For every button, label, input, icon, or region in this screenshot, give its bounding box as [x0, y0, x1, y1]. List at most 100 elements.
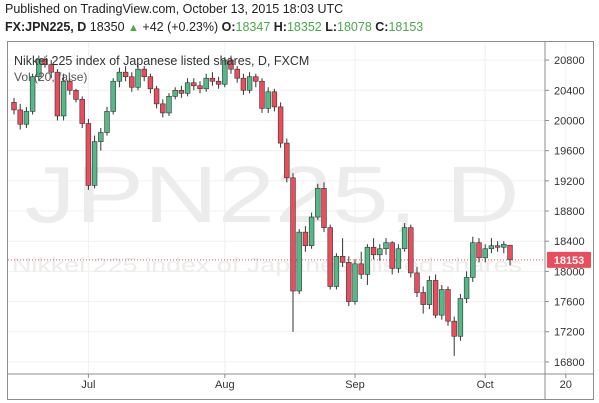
candle-body [116, 71, 123, 82]
candle-body [79, 99, 85, 124]
x-tick-label: Oct [477, 379, 494, 391]
candle-body [488, 245, 495, 250]
candle-body [104, 111, 110, 133]
candle [271, 88, 278, 112]
candle-body [67, 80, 73, 91]
candle-body [333, 255, 340, 287]
y-tick-label: 18800 [554, 206, 585, 218]
watermark-small: Nikkei 225 index of Japanese listed shar… [12, 255, 522, 277]
candle [358, 251, 364, 279]
candle-body [166, 96, 172, 114]
candle [228, 55, 234, 74]
candle-body [389, 242, 395, 269]
candle-body [420, 292, 426, 305]
candle-body [271, 91, 278, 108]
candle [265, 87, 271, 113]
candle-body [209, 77, 216, 82]
candle [346, 256, 352, 307]
close-value: 18153 [388, 20, 424, 34]
close-label: C: [375, 20, 389, 34]
candle-body [110, 80, 116, 112]
candle-body [222, 59, 228, 85]
candle-body [339, 255, 346, 263]
candle-body [457, 298, 464, 337]
candle [333, 253, 340, 290]
candle [476, 238, 482, 263]
candle [116, 67, 123, 88]
candle [377, 244, 383, 261]
candle-body [240, 77, 247, 91]
candle-body [414, 272, 420, 293]
candle-body [302, 231, 309, 247]
candle-body [17, 109, 23, 125]
candle [457, 294, 464, 341]
candle-body [98, 132, 104, 142]
candle-body [129, 76, 135, 88]
candle [141, 66, 147, 82]
candle [463, 271, 470, 304]
last-price: 18350 [89, 20, 125, 34]
candle-body [308, 216, 315, 247]
candle-body [178, 89, 185, 94]
y-tick-label: 16800 [554, 357, 585, 369]
candle-body [265, 91, 271, 109]
y-tick-label: 18400 [554, 236, 585, 248]
candle [122, 66, 129, 82]
candle-body [160, 103, 166, 114]
candle [240, 73, 247, 95]
candle [290, 173, 296, 332]
candle-body [315, 188, 321, 218]
candle [420, 286, 426, 314]
candle [147, 73, 154, 94]
price-tag-label: 18153 [554, 255, 585, 267]
candle [488, 238, 495, 254]
candle-body [352, 263, 358, 302]
candle-body [29, 76, 36, 112]
candle [327, 224, 333, 290]
candle-body [507, 244, 513, 261]
candle-body [11, 102, 17, 111]
candle [451, 316, 457, 356]
candle-body [215, 80, 222, 85]
candle-body [184, 82, 191, 94]
price-tag: 18153 [547, 251, 591, 268]
candle [184, 78, 191, 97]
candle [315, 183, 321, 221]
candle-body [383, 242, 389, 250]
candle-body [141, 68, 147, 78]
candle-body [364, 246, 371, 275]
candle-body [476, 242, 482, 259]
candle [60, 73, 67, 121]
candle-body [60, 80, 67, 117]
candle [296, 229, 302, 295]
candle-body [284, 142, 290, 179]
candle [284, 138, 290, 183]
candle [178, 85, 185, 98]
legend-volume: Vol (20, false) [14, 70, 87, 84]
candle-body [470, 242, 476, 278]
y-tick-label: 19600 [554, 146, 585, 158]
candle [352, 259, 358, 305]
high-label: H: [273, 20, 287, 34]
candle-body [234, 68, 240, 79]
candle [191, 78, 197, 91]
candle [482, 244, 488, 263]
candle [395, 244, 402, 273]
candle-body [377, 248, 383, 256]
candle-body [321, 188, 327, 228]
y-tick-label: 20800 [554, 55, 585, 67]
candle [432, 274, 439, 319]
watermark-big: JPN225, D [25, 150, 520, 239]
candle [48, 60, 54, 79]
y-tick-label: 19200 [554, 176, 585, 188]
high-value: 18352 [286, 20, 322, 34]
y-tick-label: 17200 [554, 327, 585, 339]
candle-body [327, 227, 333, 287]
candle [203, 73, 209, 92]
candle-body [253, 76, 259, 82]
chart-frame [7, 41, 594, 400]
x-axis: Jul Aug Sep Oct 20 [8, 373, 593, 391]
candle [389, 241, 395, 275]
candle [494, 241, 501, 252]
candle [370, 238, 377, 260]
